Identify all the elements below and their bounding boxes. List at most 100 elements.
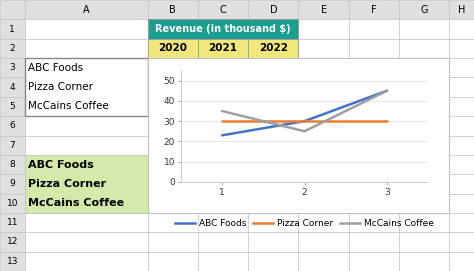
Text: 4: 4 — [9, 83, 15, 92]
FancyBboxPatch shape — [198, 39, 248, 58]
FancyBboxPatch shape — [248, 78, 299, 97]
FancyBboxPatch shape — [248, 19, 299, 39]
FancyBboxPatch shape — [349, 155, 399, 174]
FancyBboxPatch shape — [147, 39, 198, 58]
FancyBboxPatch shape — [25, 0, 147, 19]
Text: C: C — [219, 5, 227, 15]
FancyBboxPatch shape — [147, 0, 198, 19]
FancyBboxPatch shape — [449, 97, 474, 116]
FancyBboxPatch shape — [198, 39, 248, 58]
FancyBboxPatch shape — [399, 0, 449, 19]
Text: F: F — [371, 5, 377, 15]
FancyBboxPatch shape — [25, 58, 147, 78]
FancyBboxPatch shape — [25, 136, 147, 155]
FancyBboxPatch shape — [25, 78, 147, 97]
Text: ABC Foods: ABC Foods — [27, 63, 83, 73]
Text: 11: 11 — [7, 218, 18, 227]
FancyBboxPatch shape — [25, 155, 147, 213]
FancyBboxPatch shape — [147, 19, 299, 39]
FancyBboxPatch shape — [0, 97, 25, 116]
FancyBboxPatch shape — [248, 116, 299, 136]
FancyBboxPatch shape — [299, 155, 349, 174]
FancyBboxPatch shape — [0, 78, 25, 97]
Text: G: G — [420, 5, 428, 15]
Text: B: B — [169, 5, 176, 15]
Text: Pizza Corner: Pizza Corner — [27, 82, 92, 92]
FancyBboxPatch shape — [248, 39, 299, 58]
FancyBboxPatch shape — [0, 58, 25, 78]
FancyBboxPatch shape — [248, 174, 299, 193]
FancyBboxPatch shape — [399, 19, 449, 39]
FancyBboxPatch shape — [147, 136, 198, 155]
FancyBboxPatch shape — [449, 213, 474, 232]
FancyBboxPatch shape — [0, 19, 25, 39]
FancyBboxPatch shape — [299, 39, 349, 58]
FancyBboxPatch shape — [349, 174, 399, 193]
FancyBboxPatch shape — [198, 58, 248, 78]
FancyBboxPatch shape — [198, 232, 248, 252]
FancyBboxPatch shape — [147, 252, 198, 271]
FancyBboxPatch shape — [349, 78, 399, 97]
Text: Pizza Corner: Pizza Corner — [27, 179, 106, 189]
Text: 2: 2 — [9, 44, 15, 53]
Text: 6: 6 — [9, 121, 15, 130]
FancyBboxPatch shape — [198, 252, 248, 271]
Text: Revenue (in thousand $): Revenue (in thousand $) — [155, 24, 291, 34]
Text: E: E — [320, 5, 327, 15]
FancyBboxPatch shape — [449, 155, 474, 174]
FancyBboxPatch shape — [0, 116, 25, 136]
FancyBboxPatch shape — [147, 116, 198, 136]
FancyBboxPatch shape — [147, 39, 198, 58]
FancyBboxPatch shape — [248, 213, 299, 232]
FancyBboxPatch shape — [299, 116, 349, 136]
FancyBboxPatch shape — [248, 136, 299, 155]
FancyBboxPatch shape — [25, 174, 147, 193]
FancyBboxPatch shape — [25, 213, 147, 232]
FancyBboxPatch shape — [248, 39, 299, 58]
FancyBboxPatch shape — [299, 232, 349, 252]
FancyBboxPatch shape — [349, 213, 399, 232]
Text: 10: 10 — [7, 199, 18, 208]
FancyBboxPatch shape — [399, 78, 449, 97]
FancyBboxPatch shape — [248, 0, 299, 19]
FancyBboxPatch shape — [248, 232, 299, 252]
FancyBboxPatch shape — [147, 155, 198, 174]
FancyBboxPatch shape — [198, 116, 248, 136]
FancyBboxPatch shape — [25, 116, 147, 136]
FancyBboxPatch shape — [349, 58, 399, 78]
FancyBboxPatch shape — [248, 252, 299, 271]
Text: 12: 12 — [7, 237, 18, 246]
FancyBboxPatch shape — [147, 78, 198, 97]
FancyBboxPatch shape — [349, 232, 399, 252]
FancyBboxPatch shape — [399, 155, 449, 174]
Text: 1: 1 — [9, 25, 15, 34]
FancyBboxPatch shape — [198, 155, 248, 174]
FancyBboxPatch shape — [0, 252, 25, 271]
FancyBboxPatch shape — [25, 19, 147, 39]
FancyBboxPatch shape — [449, 174, 474, 193]
FancyBboxPatch shape — [248, 58, 299, 78]
FancyBboxPatch shape — [248, 97, 299, 116]
FancyBboxPatch shape — [0, 174, 25, 193]
FancyBboxPatch shape — [299, 252, 349, 271]
FancyBboxPatch shape — [25, 58, 147, 116]
FancyBboxPatch shape — [299, 213, 349, 232]
Text: 2020: 2020 — [158, 43, 187, 53]
FancyBboxPatch shape — [299, 193, 349, 213]
FancyBboxPatch shape — [0, 136, 25, 155]
FancyBboxPatch shape — [25, 97, 147, 116]
FancyBboxPatch shape — [0, 39, 25, 58]
FancyBboxPatch shape — [399, 213, 449, 232]
FancyBboxPatch shape — [248, 155, 299, 174]
FancyBboxPatch shape — [299, 58, 349, 78]
FancyBboxPatch shape — [147, 97, 198, 116]
FancyBboxPatch shape — [147, 232, 198, 252]
Text: 3: 3 — [9, 63, 15, 72]
Text: 2022: 2022 — [259, 43, 288, 53]
Text: ABC Foods: ABC Foods — [27, 160, 93, 170]
FancyBboxPatch shape — [25, 252, 147, 271]
FancyBboxPatch shape — [399, 174, 449, 193]
Text: 8: 8 — [9, 160, 15, 169]
FancyBboxPatch shape — [349, 116, 399, 136]
Text: McCains Coffee: McCains Coffee — [27, 101, 109, 111]
